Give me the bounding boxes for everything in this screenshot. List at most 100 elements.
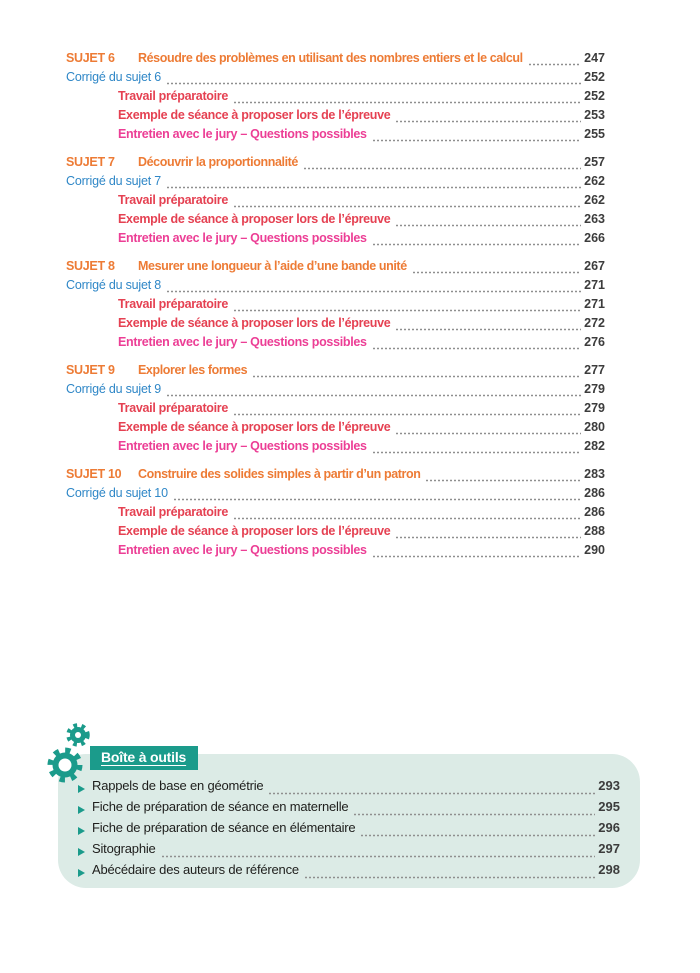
page-number: 271 [584,278,605,292]
dotted-leader [371,139,582,142]
sujet-title: Explorer les formes [138,363,248,377]
corrige-row: Corrigé du sujet 10 286 [66,486,605,505]
subitem-row: Entretien avec le jury – Questions possi… [66,231,605,250]
dotted-leader [371,451,582,454]
subitem-label: Entretien avec le jury – Questions possi… [118,127,367,141]
toolbox-item: Fiche de préparation de séance en matern… [78,799,620,820]
dotted-leader [233,413,582,416]
dotted-leader [411,271,582,274]
sujet-row: SUJET 7 Découvrir la proportionnalité 25… [66,155,605,174]
subitem-label: Entretien avec le jury – Questions possi… [118,439,367,453]
dotted-leader [353,813,596,816]
page-number: 262 [584,174,605,188]
page-number: 253 [584,108,605,122]
dotted-leader [233,205,582,208]
subitem-row: Exemple de séance à proposer lors de l’é… [66,108,605,127]
corrige-label: Corrigé du sujet 9 [66,382,162,396]
triangle-bullet-icon [78,784,85,793]
dotted-leader [395,120,582,123]
subitem-label: Travail préparatoire [118,89,229,103]
table-of-contents: SUJET 6 Résoudre des problèmes en utilis… [66,51,605,571]
page-number: 279 [584,401,605,415]
corrige-row: Corrigé du sujet 9 279 [66,382,605,401]
sujet-row: SUJET 9 Explorer les formes 277 [66,363,605,382]
dotted-leader [268,792,596,795]
subitem-row: Entretien avec le jury – Questions possi… [66,439,605,458]
toolbox-item-label: Rappels de base en géométrie [92,778,264,793]
toolbox-item-label: Fiche de préparation de séance en matern… [92,799,349,814]
dotted-leader [360,834,596,837]
page-number: 280 [584,420,605,434]
dotted-leader [166,186,582,189]
page-number: 262 [584,193,605,207]
sujet-row: SUJET 6 Résoudre des problèmes en utilis… [66,51,605,70]
sujet-label: SUJET 7 [66,155,115,169]
toolbox-item-label: Sitographie [92,841,156,856]
page-number: 257 [584,155,605,169]
dotted-leader [252,375,582,378]
triangle-bullet-icon [78,826,85,835]
page-number: 267 [584,259,605,273]
dotted-leader [166,82,582,85]
toolbox-panel: Rappels de base en géométrie 293 Fiche d… [58,754,640,888]
toc-section-sujet-10: SUJET 10 Construire des solides simples … [66,467,605,562]
page-number: 293 [598,778,620,793]
page-number: 266 [584,231,605,245]
dotted-leader [395,432,582,435]
page-number: 247 [584,51,605,65]
page-number: 286 [584,486,605,500]
subitem-label: Travail préparatoire [118,505,229,519]
page-number: 283 [584,467,605,481]
dotted-leader [233,309,582,312]
toc-section-sujet-9: SUJET 9 Explorer les formes 277 Corrigé … [66,363,605,458]
page-number: 282 [584,439,605,453]
dotted-leader [166,394,582,397]
page-number: 272 [584,316,605,330]
toc-section-sujet-7: SUJET 7 Découvrir la proportionnalité 25… [66,155,605,250]
toolbox-item: Fiche de préparation de séance en élémen… [78,820,620,841]
subitem-row: Travail préparatoire 286 [66,505,605,524]
dotted-leader [395,328,582,331]
page-number: 290 [584,543,605,557]
subitem-row: Travail préparatoire 271 [66,297,605,316]
page-number: 286 [584,505,605,519]
toolbox-item-label: Fiche de préparation de séance en élémen… [92,820,356,835]
subitem-label: Travail préparatoire [118,297,229,311]
corrige-label: Corrigé du sujet 6 [66,70,162,84]
corrige-label: Corrigé du sujet 7 [66,174,162,188]
dotted-leader [233,101,582,104]
dotted-leader [166,290,582,293]
sujet-row: SUJET 10 Construire des solides simples … [66,467,605,486]
subitem-row: Exemple de séance à proposer lors de l’é… [66,316,605,335]
sujet-title: Construire des solides simples à partir … [138,467,421,481]
subitem-label: Travail préparatoire [118,401,229,415]
page-number: 295 [598,799,620,814]
page-number: 252 [584,89,605,103]
subitem-label: Exemple de séance à proposer lors de l’é… [118,108,391,122]
dotted-leader [303,876,596,879]
page-number: 298 [598,862,620,877]
triangle-bullet-icon [78,868,85,877]
page-number: 252 [584,70,605,84]
toolbox-title-badge: Boîte à outils [90,746,199,770]
page-number: 271 [584,297,605,311]
dotted-leader [395,536,582,539]
sujet-label: SUJET 6 [66,51,115,65]
dotted-leader [371,243,582,246]
subitem-row: Exemple de séance à proposer lors de l’é… [66,420,605,439]
sujet-label: SUJET 9 [66,363,115,377]
dotted-leader [172,498,582,501]
corrige-row: Corrigé du sujet 7 262 [66,174,605,193]
dotted-leader [527,63,582,66]
toolbox-item: Rappels de base en géométrie 293 [78,778,620,799]
corrige-label: Corrigé du sujet 10 [66,486,168,500]
corrige-label: Corrigé du sujet 8 [66,278,162,292]
subitem-row: Entretien avec le jury – Questions possi… [66,127,605,146]
triangle-bullet-icon [78,805,85,814]
toolbox-title: Boîte à outils [101,749,187,765]
toolbox-item: Abécédaire des auteurs de référence 298 [78,862,620,883]
page-number: 255 [584,127,605,141]
sujet-title: Découvrir la proportionnalité [138,155,298,169]
subitem-row: Exemple de séance à proposer lors de l’é… [66,212,605,231]
